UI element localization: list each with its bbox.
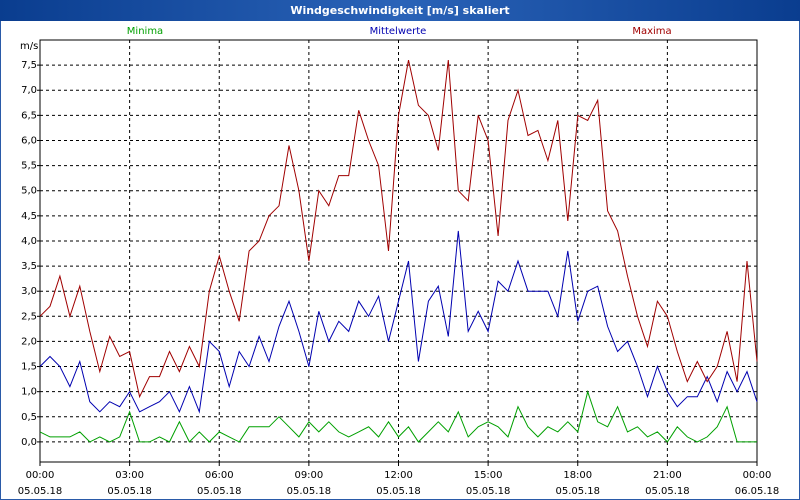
y-tick-label: 0,0	[21, 437, 37, 448]
x-tick-label: 09:00	[294, 470, 323, 481]
x-tick-label: 05.05.18	[466, 486, 511, 497]
chart-title: Windgeschwindigkeit [m/s] skaliert	[290, 4, 509, 17]
legend-entry: Minima	[127, 26, 163, 37]
y-tick-label: 4,5	[21, 211, 37, 222]
x-tick-label: 21:00	[653, 470, 682, 481]
x-tick-label: 05.05.18	[18, 486, 63, 497]
x-tick-label: 05.05.18	[645, 486, 690, 497]
x-tick-label: 06.05.18	[735, 486, 780, 497]
y-axis-label: m/s	[20, 41, 38, 52]
x-tick-label: 05.05.18	[287, 486, 332, 497]
data-line	[39, 230, 758, 414]
y-tick-label: 2,5	[21, 311, 37, 322]
x-tick-label: 12:00	[384, 470, 413, 481]
x-tick-label: 06:00	[205, 470, 234, 481]
x-tick-label: 05.05.18	[555, 486, 600, 497]
y-tick-label: 1,5	[21, 362, 37, 373]
x-tick-label: 05.05.18	[376, 486, 421, 497]
y-tick-label: 0,5	[21, 412, 37, 423]
x-tick-label: 18:00	[563, 470, 592, 481]
title-bar	[0, 0, 800, 21]
x-tick-label: 03:00	[115, 470, 144, 481]
data-line	[39, 59, 758, 399]
x-tick-label: 15:00	[474, 470, 503, 481]
y-tick-label: 1,0	[21, 387, 37, 398]
data-line	[39, 389, 757, 443]
y-tick-label: 6,5	[21, 110, 37, 121]
y-tick-label: 4,0	[21, 236, 37, 247]
y-tick-label: 7,0	[21, 85, 37, 96]
y-tick-label: 5,5	[21, 161, 37, 172]
y-tick-label: 2,0	[21, 336, 37, 347]
y-tick-label: 7,5	[21, 60, 37, 71]
y-tick-label: 3,5	[21, 261, 37, 272]
legend-entry: Maxima	[632, 26, 671, 37]
x-tick-label: 00:00	[743, 470, 772, 481]
x-tick-label: 00:00	[26, 470, 55, 481]
y-tick-label: 6,0	[21, 135, 37, 146]
x-tick-label: 05.05.18	[107, 486, 152, 497]
y-tick-label: 3,0	[21, 286, 37, 297]
y-tick-label: 5,0	[21, 186, 37, 197]
x-tick-label: 05.05.18	[197, 486, 242, 497]
legend-entry: Mittelwerte	[370, 26, 427, 37]
